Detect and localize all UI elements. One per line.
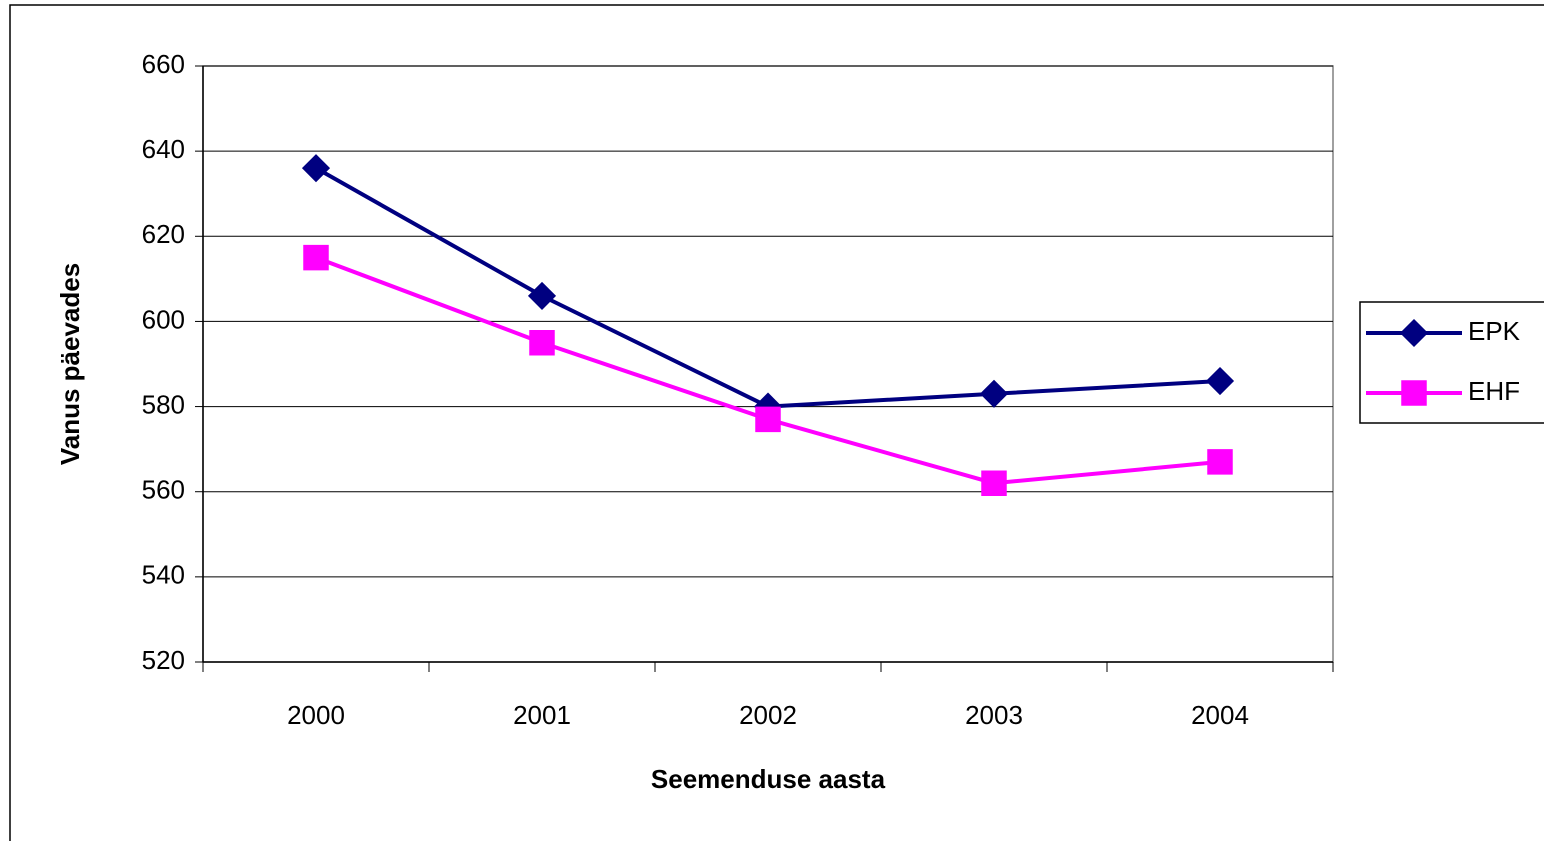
legend-label: EPK	[1468, 316, 1521, 346]
data-point	[755, 406, 781, 433]
y-tick-label: 620	[142, 219, 185, 249]
x-tick-label: 2002	[739, 700, 797, 730]
x-tick-label: 2000	[287, 700, 345, 730]
legend-label: EHF	[1468, 376, 1520, 406]
x-tick-label: 2001	[513, 700, 571, 730]
x-tick-label: 2003	[965, 700, 1023, 730]
data-point	[1205, 366, 1235, 396]
data-point	[529, 329, 555, 356]
y-tick-label: 560	[142, 475, 185, 505]
plot-area	[202, 65, 1334, 663]
x-axis-title: Seemenduse aasta	[651, 764, 886, 794]
y-tick-label: 540	[142, 560, 185, 590]
data-point	[979, 379, 1009, 408]
data-point	[301, 154, 331, 183]
data-point	[303, 244, 329, 271]
data-point	[981, 470, 1007, 496]
y-tick-label: 600	[142, 304, 185, 334]
legend	[1359, 301, 1544, 424]
x-tick-label: 2004	[1191, 700, 1249, 730]
data-point	[1207, 449, 1233, 475]
y-tick-label: 640	[142, 134, 185, 164]
legend-marker	[1401, 380, 1427, 406]
data-point	[527, 281, 557, 310]
y-axis-title: Vanus päevades	[55, 263, 85, 465]
y-tick-label: 660	[142, 49, 185, 79]
legend-marker	[1399, 318, 1429, 348]
y-tick-label: 580	[142, 389, 185, 419]
y-tick-label: 520	[142, 645, 185, 675]
